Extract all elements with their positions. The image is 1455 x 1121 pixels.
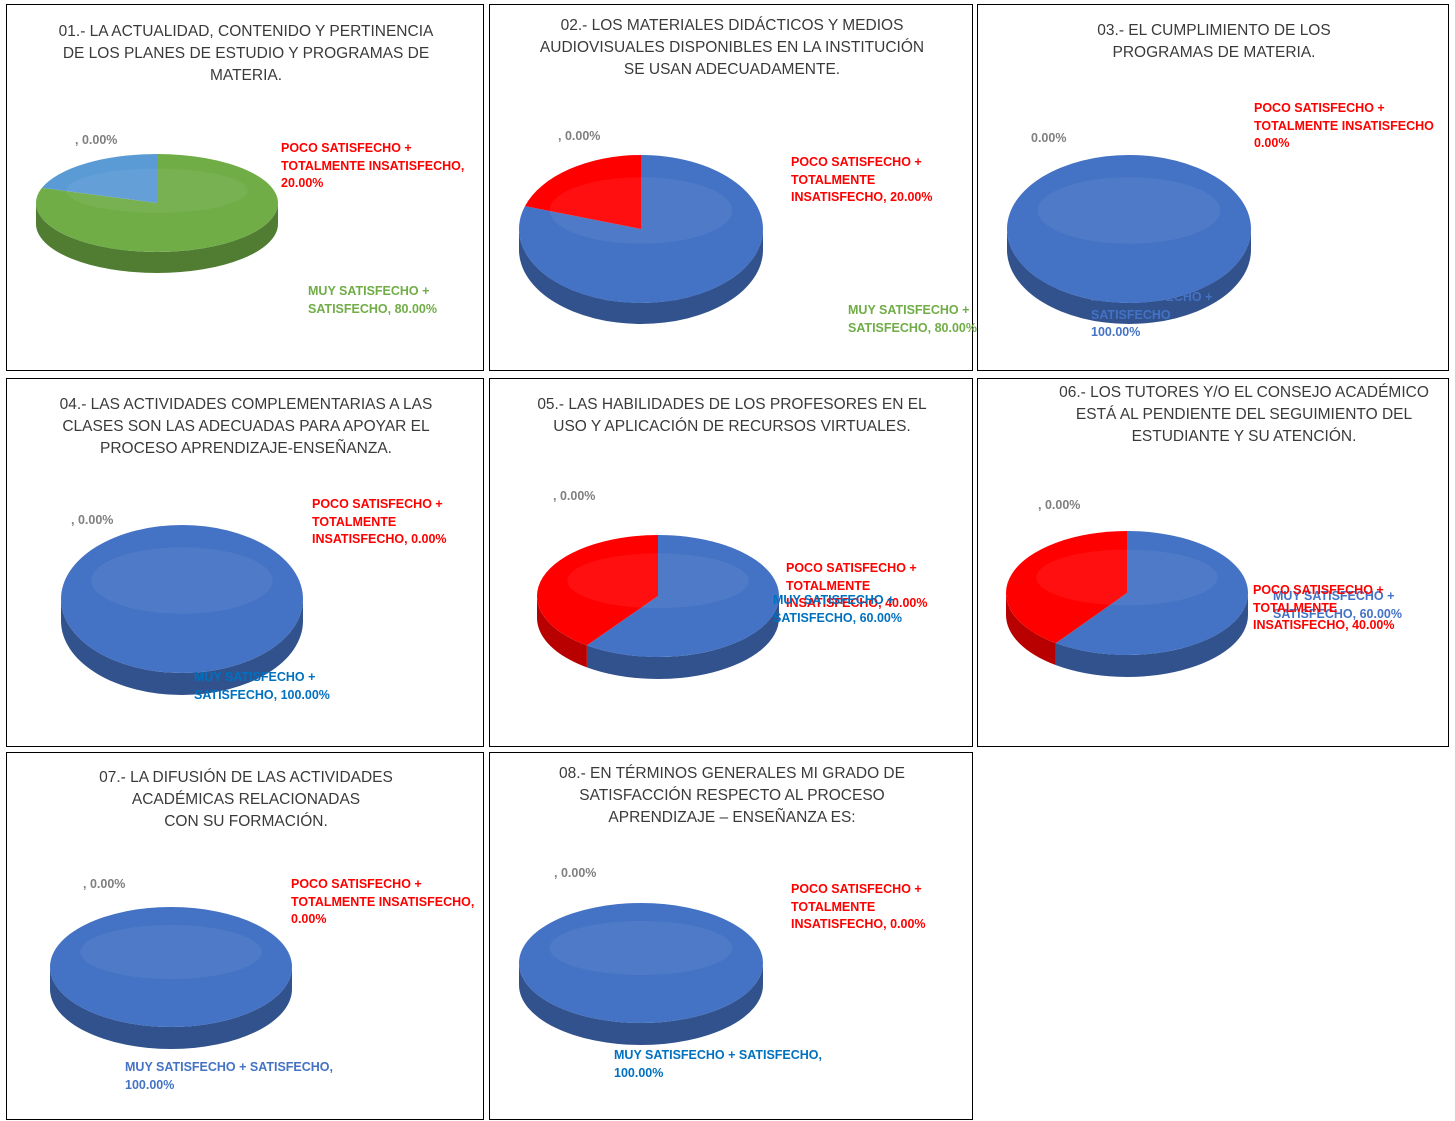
muy-satisfecho-data-label: MUY SATISFECHO + SATISFECHO, 60.00% — [773, 593, 902, 625]
pie-chart — [519, 155, 763, 324]
poco-satisfecho-data-label: POCO SATISFECHO + TOTALMENTE INSATISFECHO,… — [791, 155, 933, 204]
poco-satisfecho-data-label: POCO SATISFECHO + TOTALMENTE INSATISFECHO,… — [1253, 583, 1395, 632]
poco-satisfecho-data-label: POCO SATISFECHO + TOTALMENTE INSATISFECHO… — [1254, 101, 1434, 150]
pie-highlight — [1037, 177, 1221, 244]
pie-chart — [61, 525, 303, 695]
poco-satisfecho-data-label: POCO SATISFECHO + TOTALMENTE INSATISFECHO… — [291, 877, 475, 926]
pie-slice — [41, 154, 157, 203]
zero-data-label: , 0.00% — [1038, 498, 1081, 512]
pie-slice — [537, 535, 658, 646]
pie-chart — [537, 535, 780, 679]
pie-highlight — [91, 547, 273, 614]
pie-slice-side — [586, 596, 779, 679]
pie-slice-side — [61, 599, 303, 695]
chart-title: 07.- LA DIFUSIÓN DE LAS ACTIVIDADES ACADÉ… — [99, 769, 393, 830]
pie-slice — [524, 155, 641, 229]
pie-slice-side — [519, 963, 763, 1045]
chart-title: 08.- EN TÉRMINOS GENERALES MI GRADO DE SA… — [559, 765, 905, 826]
chart-panel-07: 07.- LA DIFUSIÓN DE LAS ACTIVIDADES ACADÉ… — [6, 752, 484, 1120]
zero-data-label: , 0.00% — [553, 489, 596, 503]
zero-data-label: , 0.00% — [83, 877, 126, 891]
pie-slice-side — [519, 229, 763, 324]
pie-slice — [1006, 531, 1127, 644]
muy-satisfecho-data-label: MUY SATISFECHO + SATISFECHO, 100.00% — [194, 670, 330, 702]
chart-title: 05.- LAS HABILIDADES DE LOS PROFESORES E… — [537, 396, 927, 435]
pie-chart — [1006, 531, 1248, 677]
pie-highlight — [549, 921, 733, 975]
chart-title: 04.- LAS ACTIVIDADES COMPLEMENTARIAS A L… — [59, 396, 433, 457]
pie-slice — [519, 903, 763, 1023]
pie-highlight — [549, 177, 733, 244]
zero-data-label: , 0.00% — [554, 866, 597, 880]
poco-satisfecho-data-label: POCO SATISFECHO + TOTALMENTE INSATISFECHO,… — [312, 497, 447, 546]
pie-slice-side — [36, 203, 278, 273]
muy-satisfecho-data-label: MUY SATISFECHO + SATISFECHO, 80.00% — [308, 284, 437, 316]
pie-slice-side — [50, 967, 292, 1049]
chart-title: 03.- EL CUMPLIMIENTO DE LOS PROGRAMAS DE … — [1097, 22, 1331, 61]
pie-slice — [1055, 531, 1248, 655]
pie-slice-side — [537, 596, 587, 668]
pie-chart — [1007, 155, 1251, 324]
pie-highlight — [1036, 549, 1218, 606]
chart-panel-08: 08.- EN TÉRMINOS GENERALES MI GRADO DE SA… — [489, 752, 973, 1120]
pie-highlight — [567, 553, 749, 609]
pie-highlight — [66, 168, 248, 213]
pie-slice-side — [1006, 593, 1056, 666]
muy-satisfecho-data-label: MUY SATISFECHO + SATISFECHO 100.00% — [1091, 290, 1213, 339]
muy-satisfecho-data-label: MUY SATISFECHO + SATISFECHO, 80.00% — [848, 303, 977, 335]
poco-satisfecho-data-label: POCO SATISFECHO + TOTALMENTE INSATISFECHO,… — [791, 882, 926, 931]
chart-panel-05: 05.- LAS HABILIDADES DE LOS PROFESORES E… — [489, 378, 973, 747]
poco-satisfecho-data-label: POCO SATISFECHO + TOTALMENTE INSATISFECHO… — [281, 141, 465, 190]
pie-slice — [61, 525, 303, 673]
zero-data-label: , 0.00% — [71, 513, 114, 527]
pie-chart — [519, 903, 763, 1045]
pie-slice-side — [1007, 229, 1251, 324]
pie-slice — [50, 907, 292, 1027]
chart-panel-06: 06.- LOS TUTORES Y/O EL CONSEJO ACADÉMIC… — [977, 378, 1449, 747]
zero-data-label: , 0.00% — [75, 133, 118, 147]
pie-slice — [1007, 155, 1251, 303]
chart-panel-04: 04.- LAS ACTIVIDADES COMPLEMENTARIAS A L… — [6, 378, 484, 747]
chart-panel-03: 03.- EL CUMPLIMIENTO DE LOS PROGRAMAS DE … — [977, 4, 1449, 371]
zero-data-label: 0.00% — [1031, 131, 1067, 145]
pie-chart — [36, 154, 279, 273]
chart-title: 06.- LOS TUTORES Y/O EL CONSEJO ACADÉMIC… — [1059, 384, 1429, 445]
pie-chart — [50, 907, 292, 1049]
chart-panel-01: 01.- LA ACTUALIDAD, CONTENIDO Y PERTINEN… — [6, 4, 484, 371]
chart-panel-02: 02.- LOS MATERIALES DIDÁCTICOS Y MEDIOS A… — [489, 4, 977, 371]
muy-satisfecho-data-label: MUY SATISFECHO + SATISFECHO, 60.00% — [1273, 589, 1402, 621]
chart-title: 01.- LA ACTUALIDAD, CONTENIDO Y PERTINEN… — [58, 23, 434, 84]
pie-slice-side — [1055, 593, 1248, 677]
poco-satisfecho-data-label: POCO SATISFECHO + TOTALMENTE INSATISFECHO,… — [786, 561, 928, 610]
muy-satisfecho-data-label: MUY SATISFECHO + SATISFECHO, 100.00% — [125, 1060, 334, 1092]
pie-highlight — [80, 925, 262, 979]
pie-slice — [36, 154, 279, 253]
pie-slice — [586, 535, 780, 657]
muy-satisfecho-data-label: MUY SATISFECHO + SATISFECHO, 100.00% — [614, 1048, 823, 1080]
chart-title: 02.- LOS MATERIALES DIDÁCTICOS Y MEDIOS A… — [539, 17, 925, 78]
zero-data-label: , 0.00% — [558, 129, 601, 143]
